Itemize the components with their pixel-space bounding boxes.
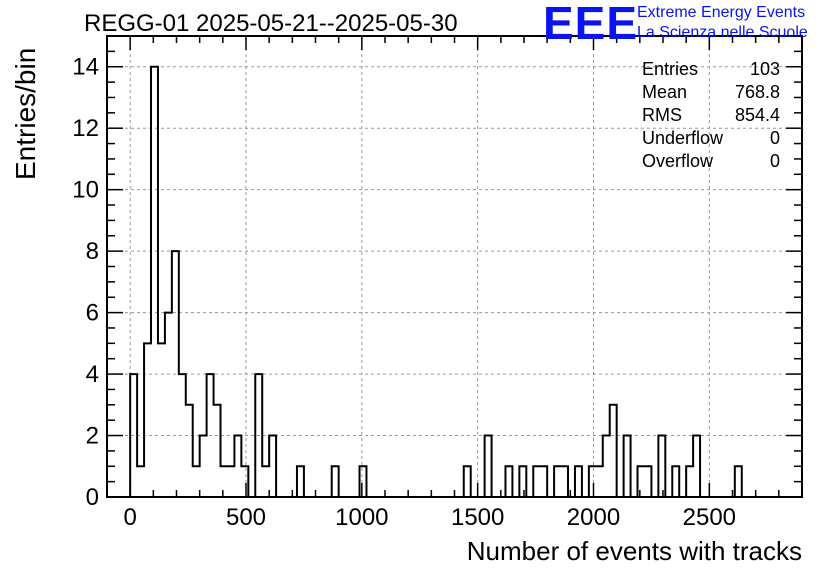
histogram-bin: [644, 466, 651, 497]
y-tick-label: 14: [72, 54, 99, 81]
x-axis-label: Number of events with tracks: [466, 536, 802, 566]
stat-value: 0: [769, 128, 780, 148]
histogram-bin: [519, 466, 526, 497]
x-tick-label: 2000: [567, 504, 620, 531]
histogram-bin: [658, 436, 665, 497]
histogram-bin: [186, 405, 193, 497]
histogram-bin: [603, 436, 610, 497]
histogram-bin: [158, 343, 165, 497]
y-tick-label: 2: [86, 423, 99, 450]
stat-value: 103: [749, 59, 780, 79]
histogram-bin: [234, 436, 241, 497]
y-tick-label: 10: [72, 177, 99, 204]
histogram-bin: [693, 436, 700, 497]
stat-row-mean: Mean 768.8: [642, 81, 780, 104]
histogram-bin: [596, 466, 603, 497]
histogram-bin: [540, 466, 547, 497]
histogram-bin: [151, 67, 158, 497]
logo-line-2: La Scienza nelle Scuole: [637, 24, 808, 41]
y-tick-label: 0: [86, 484, 99, 511]
y-tick-label: 4: [86, 361, 99, 388]
histogram-bin: [624, 436, 631, 497]
chart-title: REGG-01 2025-05-21--2025-05-30: [84, 10, 458, 37]
histogram-bin: [638, 466, 645, 497]
histogram-bin: [214, 405, 221, 497]
stat-row-rms: RMS 854.4: [642, 104, 780, 127]
histogram-bin: [505, 466, 512, 497]
histogram-bin: [360, 466, 367, 497]
histogram-bin: [464, 466, 471, 497]
stat-label: Underflow: [642, 128, 724, 148]
stat-label: Mean: [642, 82, 688, 102]
histogram-bin: [137, 466, 144, 497]
histogram-bin: [554, 466, 561, 497]
x-tick-label: 1000: [335, 504, 388, 531]
histogram-bin: [533, 466, 540, 497]
histogram-bin: [485, 436, 492, 497]
x-tick-label: 1500: [451, 504, 504, 531]
stats-box: Entries 103 Mean 768.8 RMS 854.4 Underfl…: [642, 58, 780, 173]
histogram-bin: [575, 466, 582, 497]
axis-ticks: [106, 35, 803, 498]
stat-value: 0: [769, 151, 780, 171]
y-axis-label: Entries/bin: [10, 47, 41, 180]
histogram-bin: [297, 466, 304, 497]
histogram-bin: [144, 343, 151, 497]
histogram-bin: [193, 466, 200, 497]
histogram-bin: [686, 466, 693, 497]
stat-label: RMS: [642, 105, 682, 125]
stat-row-entries: Entries 103: [642, 58, 780, 81]
x-tick-label: 0: [123, 504, 136, 531]
histogram-bin: [241, 466, 248, 497]
y-tick-label: 8: [86, 238, 99, 265]
eee-logo: EEE: [543, 0, 639, 49]
histogram-bin: [200, 436, 207, 497]
histogram-bin: [332, 466, 339, 497]
stat-value: 768.8: [734, 82, 780, 102]
histogram-bin: [221, 466, 228, 497]
histogram-bin: [735, 466, 742, 497]
y-tick-label: 12: [72, 115, 99, 142]
histogram-bin: [262, 466, 269, 497]
stat-label: Entries: [642, 59, 699, 79]
histogram-bin: [269, 436, 276, 497]
x-tick-label: 500: [226, 504, 266, 531]
stat-value: 854.4: [734, 105, 780, 125]
logo-line-1: Extreme Energy Events: [637, 4, 806, 21]
histogram-bin: [589, 466, 596, 497]
histogram-bin: [610, 405, 617, 497]
stat-row-underflow: Underflow 0: [642, 127, 780, 150]
histogram-bin: [672, 466, 679, 497]
stat-label: Overflow: [642, 151, 714, 171]
histogram-bin: [561, 466, 568, 497]
tick-labels: 0 500 1000 1500 2000 2500 0 2 4 6 8 10 12 14: [72, 54, 736, 531]
histogram-bin: [165, 313, 172, 497]
histogram-bin: [227, 466, 234, 497]
x-tick-label: 2500: [683, 504, 736, 531]
y-tick-label: 6: [86, 300, 99, 327]
stat-row-overflow: Overflow 0: [642, 150, 780, 173]
